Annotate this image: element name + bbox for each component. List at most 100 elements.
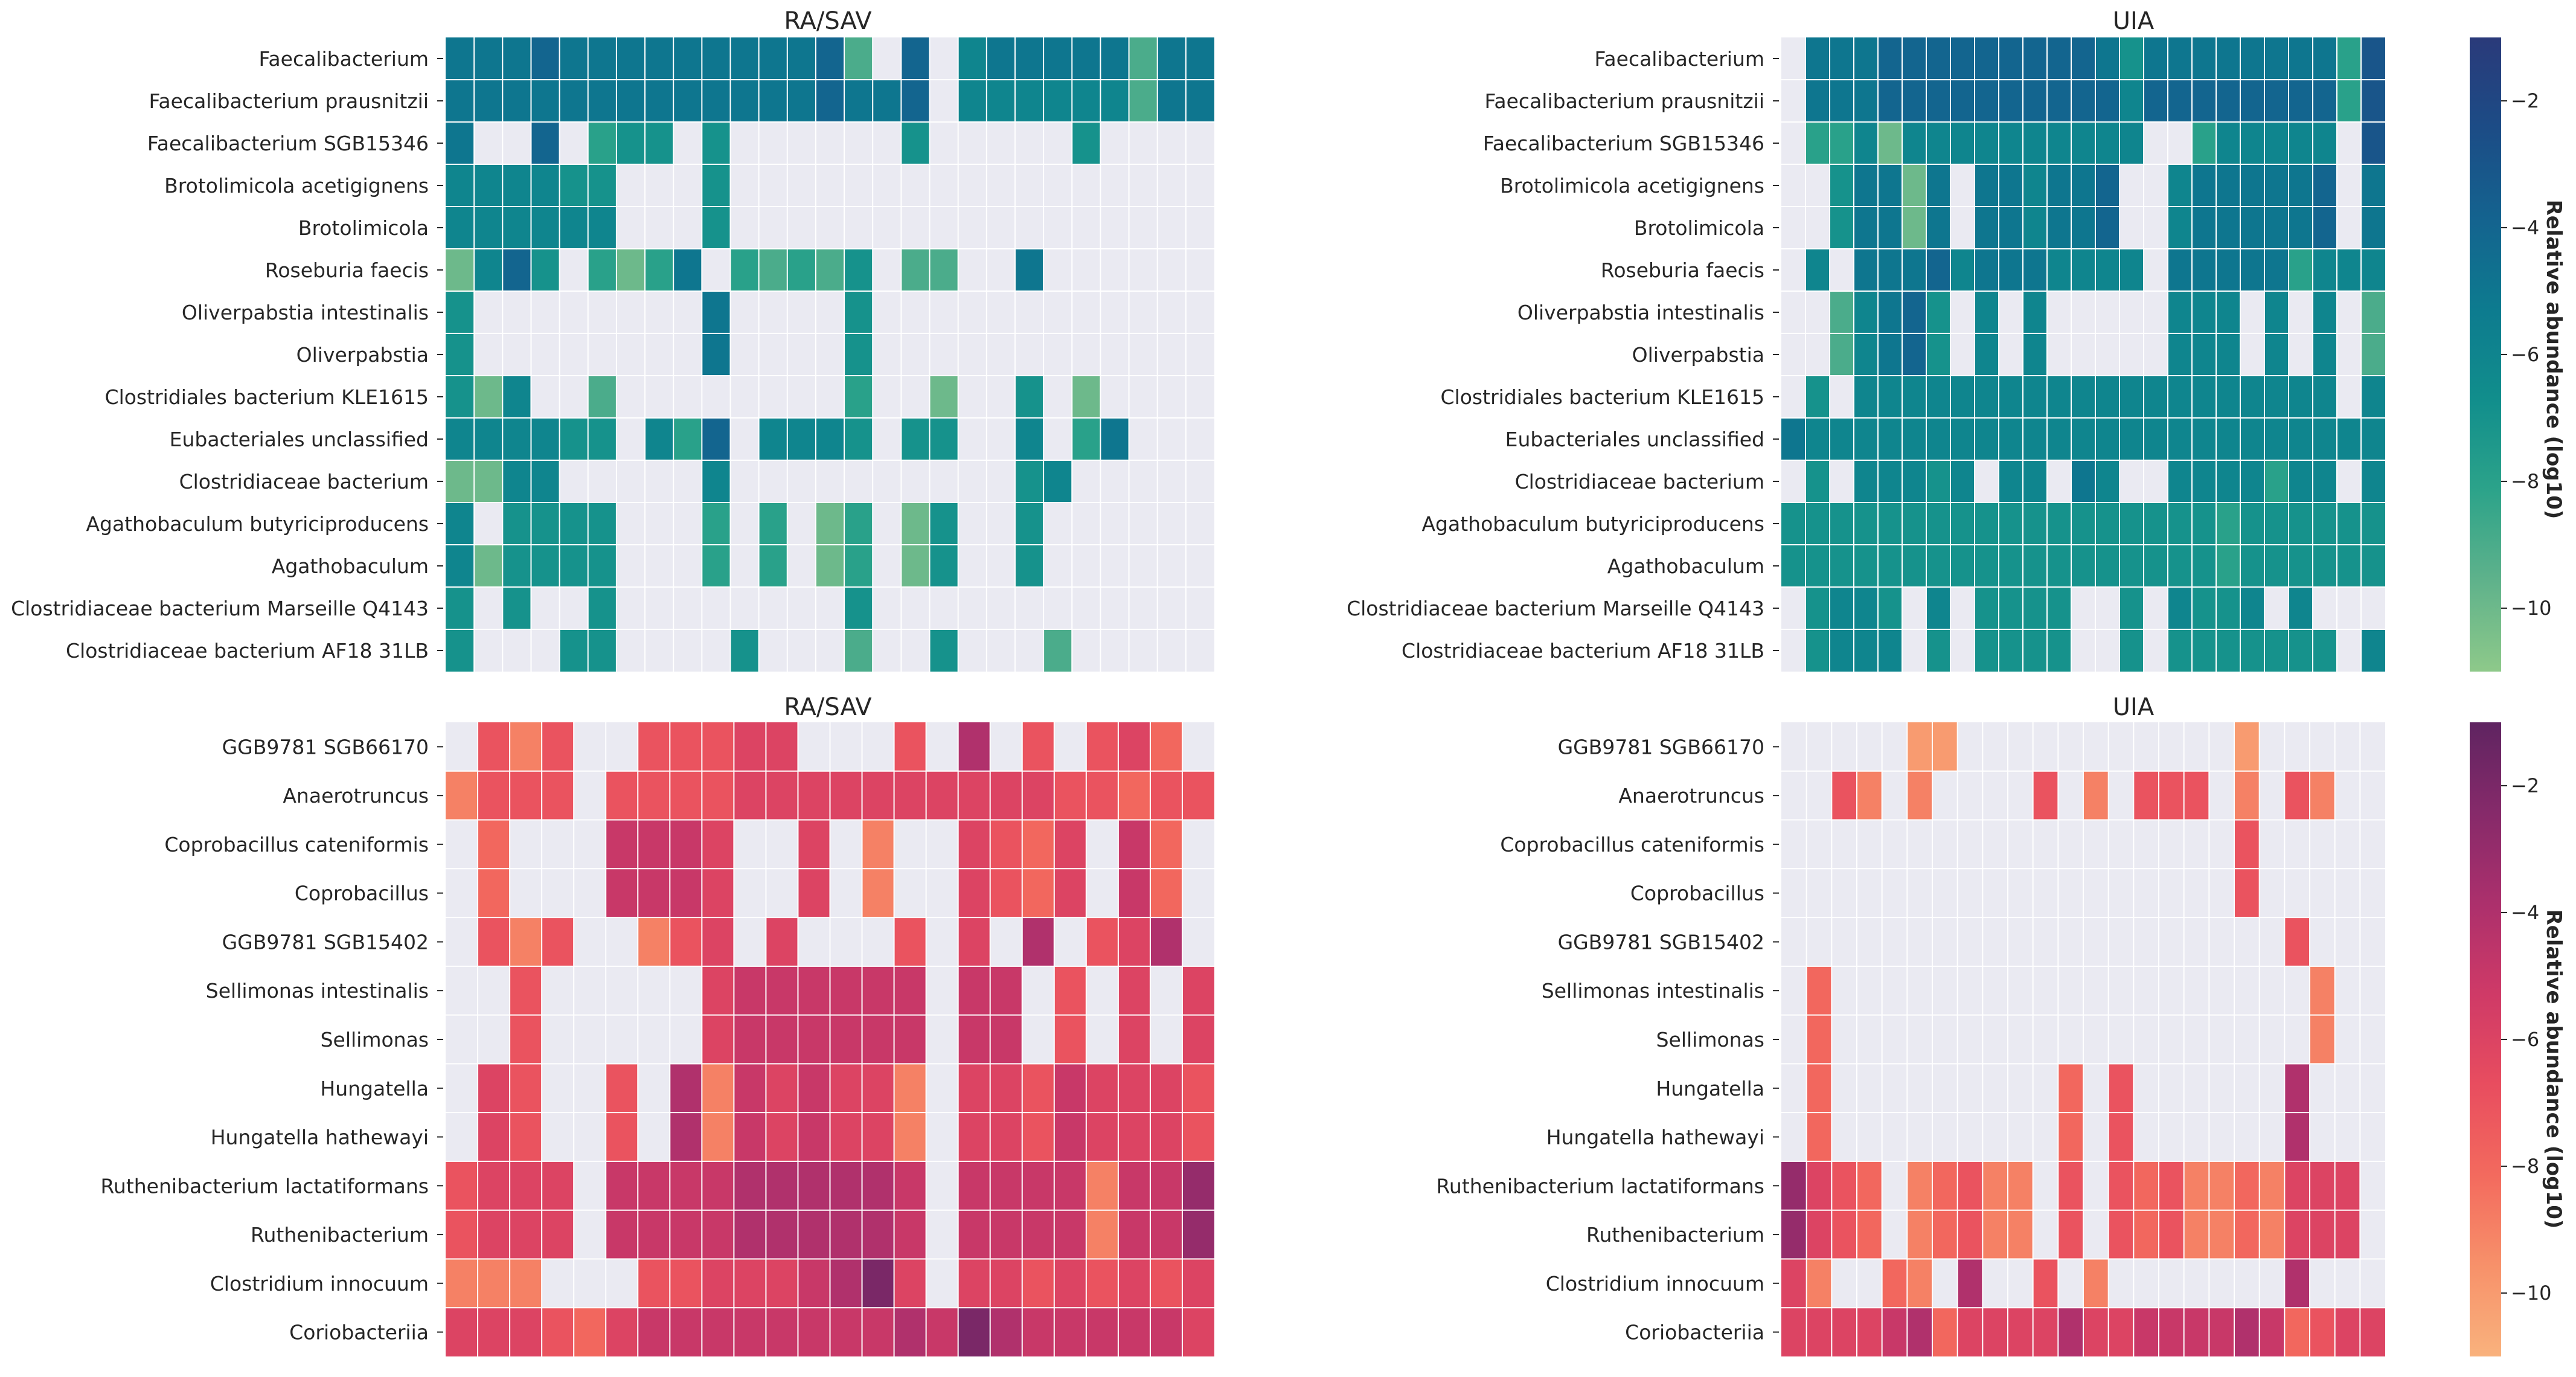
heatmap-cell <box>2095 207 2119 249</box>
heatmap-cell <box>730 80 759 122</box>
heatmap-cell <box>901 80 930 122</box>
heatmap-cell <box>2095 80 2119 122</box>
heatmap-cell <box>1854 502 1878 545</box>
colorbar-tick-label: −2 <box>2511 89 2539 112</box>
heatmap-cell <box>702 37 731 80</box>
heatmap-cell <box>2289 37 2313 80</box>
heatmap-cell <box>894 1015 926 1064</box>
heatmap-cell <box>702 545 731 587</box>
row-label: GGB9781 SGB15402 <box>1558 931 1764 954</box>
heatmap-cell <box>2264 376 2289 418</box>
heatmap-cell <box>2192 418 2216 460</box>
heatmap-cell <box>1086 1161 1118 1210</box>
heatmap-cell <box>958 80 987 122</box>
heatmap-cell <box>1043 629 1072 672</box>
heatmap-cell <box>2033 1259 2059 1308</box>
heatmap-cell <box>2168 207 2192 249</box>
heatmap-cell <box>531 502 560 545</box>
heatmap-cell <box>542 917 574 966</box>
heatmap-cell <box>2361 207 2385 249</box>
heatmap-cell <box>830 1015 862 1064</box>
heatmap-cell <box>1806 966 1832 1015</box>
heatmap-cell <box>798 820 830 869</box>
heatmap-cell <box>2095 502 2119 545</box>
heatmap-cell <box>2168 545 2192 587</box>
heatmap-cell <box>1926 333 1950 376</box>
heatmap-cell <box>901 418 930 460</box>
heatmap-cell <box>2310 1308 2335 1356</box>
heatmap-cell <box>2159 1210 2184 1259</box>
heatmap-cell <box>1118 1161 1150 1210</box>
heatmap-cell <box>638 917 670 966</box>
heatmap-cell <box>2133 1210 2159 1259</box>
heatmap-cell <box>894 1259 926 1308</box>
heatmap-cell <box>1054 1259 1086 1308</box>
heatmap-cell <box>2264 545 2289 587</box>
heatmap-cell <box>446 333 475 376</box>
heatmap-cell <box>606 1308 638 1356</box>
heatmap-cell <box>474 207 503 249</box>
heatmap-cell <box>1878 545 1902 587</box>
heatmap-cell <box>2184 771 2209 820</box>
heatmap-cell <box>645 249 674 291</box>
heatmap-cell <box>758 80 787 122</box>
heatmap-cell <box>510 1308 542 1356</box>
heatmap-cell <box>787 80 816 122</box>
heatmap-cell <box>1932 1210 1958 1259</box>
heatmap-cell <box>1781 545 1805 587</box>
heatmap-cell <box>1902 502 1926 545</box>
heatmap-cell <box>478 771 510 820</box>
heatmap-cell <box>2264 291 2289 333</box>
heatmap-cell <box>1022 820 1054 869</box>
heatmap-cell <box>510 1064 542 1113</box>
row-label: Sellimonas intestinalis <box>1542 979 1764 1003</box>
heatmap-cell <box>734 1064 766 1113</box>
heatmap-cell <box>929 545 958 587</box>
heatmap-cell <box>1150 1064 1182 1113</box>
heatmap-cell <box>1157 80 1186 122</box>
heatmap-cell <box>766 1161 798 1210</box>
heatmap-cell <box>1878 249 1902 291</box>
heatmap-cell <box>2284 917 2310 966</box>
heatmap-cell <box>1878 291 1902 333</box>
heatmap-cell <box>2240 629 2264 672</box>
heatmap-cell <box>2133 771 2159 820</box>
row-label: Ruthenibacterium lactatiformans <box>100 1174 429 1198</box>
heatmap-cell <box>1982 1308 2008 1356</box>
heatmap-cell <box>2071 207 2095 249</box>
heatmap-cell <box>2159 771 2184 820</box>
heatmap-cell <box>1902 333 1926 376</box>
heatmap-cell <box>1182 966 1214 1015</box>
heatmap-cell <box>502 376 531 418</box>
heatmap-cell <box>2234 1210 2260 1259</box>
heatmap-cell <box>1932 1161 1958 1210</box>
heatmap-cell <box>1054 1064 1086 1113</box>
heatmap-cell <box>2071 249 2095 291</box>
heatmap-cell <box>1902 164 1926 207</box>
row-label: Clostridiaceae bacterium AF18 31LB <box>66 639 429 663</box>
heatmap-cell <box>670 917 702 966</box>
heatmap-cell <box>559 629 588 672</box>
heatmap-cell <box>638 1210 670 1259</box>
heatmap-cell <box>1999 376 2023 418</box>
heatmap-cell <box>606 771 638 820</box>
heatmap-cell <box>2234 722 2260 771</box>
heatmap-cell <box>1182 1064 1214 1113</box>
heatmap-cell <box>758 502 787 545</box>
heatmap-cell <box>1054 1015 1086 1064</box>
heatmap-cell <box>478 1161 510 1210</box>
heatmap-cell <box>815 249 845 291</box>
heatmap-cell <box>2209 1308 2234 1356</box>
heatmap-cell <box>502 164 531 207</box>
heatmap-cell <box>2284 771 2310 820</box>
heatmap-cell <box>638 722 670 771</box>
heatmap-cell <box>2083 1308 2109 1356</box>
row-label: Brotolimicola acetigignens <box>164 174 429 197</box>
row-label: Coprobacillus <box>295 882 429 905</box>
heatmap-cell <box>2023 629 2047 672</box>
heatmap-cell <box>990 771 1022 820</box>
heatmap-cell <box>2361 80 2385 122</box>
heatmap-cell <box>2023 460 2047 502</box>
heatmap-cell <box>588 545 617 587</box>
heatmap-cell <box>1118 771 1150 820</box>
